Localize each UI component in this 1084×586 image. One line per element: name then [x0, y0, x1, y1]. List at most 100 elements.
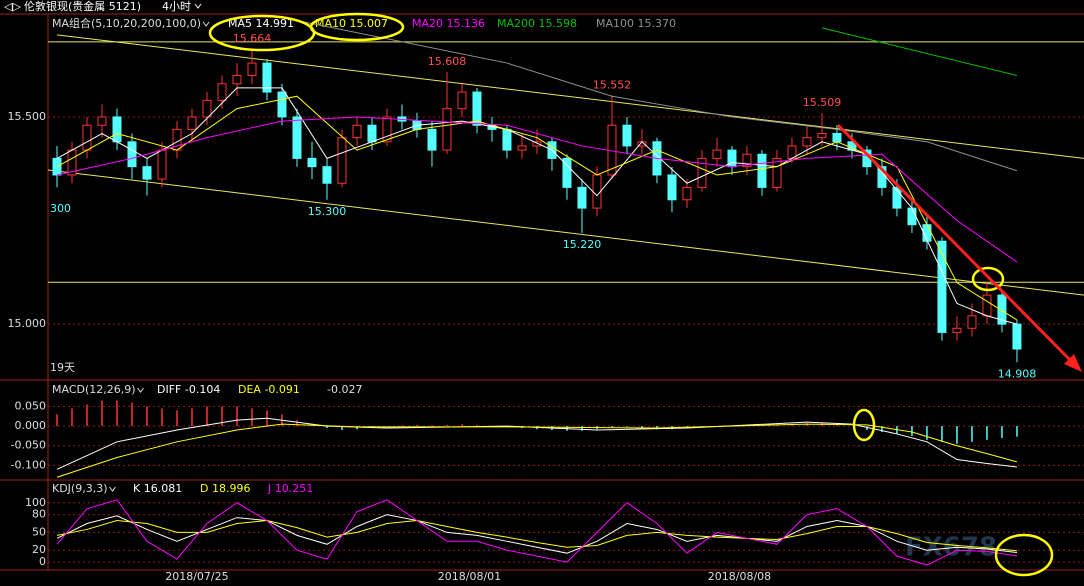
x-tick-label: 2018/08/01 — [438, 570, 501, 583]
candle-body — [217, 83, 227, 101]
title-chevron — [202, 21, 210, 27]
candle-body — [532, 141, 542, 147]
y-tick-label: 0 — [39, 555, 46, 568]
candle-body — [382, 116, 392, 143]
candle-body — [577, 186, 587, 209]
candle-body — [667, 174, 677, 201]
title-chevron — [109, 486, 116, 492]
indicator-title: KDJ(9,3,3) — [52, 482, 108, 495]
candle-body — [442, 108, 452, 151]
indicator-title: MA组合(5,10,20,200,100,0) — [52, 16, 201, 30]
candle-body — [772, 157, 782, 188]
candle-body — [907, 207, 917, 226]
price-annotation: 15.552 — [593, 78, 632, 91]
series-line — [56, 499, 1018, 566]
x-tick-label: 2018/08/08 — [708, 570, 771, 583]
candle-body — [202, 99, 212, 118]
y-tick-label: 100 — [25, 496, 46, 509]
price-annotation: 14.908 — [998, 367, 1037, 380]
candle-body — [262, 62, 272, 93]
candle-body — [142, 166, 152, 180]
candle-body — [562, 157, 572, 188]
legend-entry: D 18.996 — [200, 482, 250, 495]
highlight-ellipse — [852, 408, 876, 442]
y-tick-label: 80 — [32, 508, 46, 521]
candle-body — [322, 166, 332, 184]
series-line — [56, 520, 1018, 552]
highlight-ellipse — [994, 533, 1054, 577]
price-annotation: 15.509 — [803, 96, 842, 109]
trend-arrow — [836, 123, 1077, 367]
price-annotation: 15.608 — [428, 55, 467, 68]
candle-body — [367, 124, 377, 143]
y-tick-label: -0.050 — [11, 439, 46, 452]
annotations-layer — [208, 12, 1082, 577]
y-tick-label: 20 — [32, 543, 46, 556]
candle-body — [622, 124, 632, 147]
candle-body — [712, 149, 722, 159]
price-annotation: 15.220 — [563, 238, 602, 251]
legend-entry: J 10.251 — [267, 482, 313, 495]
candle-body — [952, 327, 962, 333]
candle-body — [247, 62, 257, 76]
candle-body — [112, 116, 122, 143]
candle-body — [292, 116, 302, 159]
indicator-title: MACD(12,26,9) — [52, 383, 136, 396]
legend-entry: K 16.081 — [133, 482, 182, 495]
candle-body — [502, 128, 512, 151]
highlight-ellipse — [971, 266, 1005, 292]
candle-body — [277, 91, 287, 118]
candle-body — [157, 149, 167, 180]
series-line — [56, 95, 1018, 321]
series-line — [56, 514, 1018, 554]
legend-entry: MA100 15.370 — [596, 17, 676, 30]
candle-body — [757, 153, 767, 188]
y-tick-label: 15.000 — [8, 317, 47, 330]
title-chevron — [137, 387, 144, 393]
candle-body — [937, 240, 947, 333]
series-line — [56, 417, 1018, 470]
trend-line — [47, 169, 1084, 296]
y-tick-label: 15.500 — [8, 110, 47, 123]
trend-arrowhead — [1064, 354, 1082, 372]
legend-entry: MA20 15.136 — [412, 17, 485, 30]
y-tick-label: 0.050 — [15, 399, 47, 412]
legend-entry: MA5 14.991 — [228, 17, 294, 30]
candle-body — [352, 124, 362, 139]
candle-body — [697, 157, 707, 188]
nav-arrows[interactable]: ◁▷ — [4, 0, 21, 13]
candle-body — [892, 186, 902, 209]
y-tick-label: 50 — [32, 525, 46, 538]
series-line — [281, 16, 1018, 172]
candle-body — [592, 174, 602, 209]
candle-body — [802, 137, 812, 147]
y-tick-label: 0.000 — [15, 419, 47, 432]
legend-entry: MA200 15.598 — [497, 17, 577, 30]
candle-body — [817, 133, 827, 139]
candle-body — [187, 116, 197, 130]
period[interactable]: 4小时 — [162, 0, 191, 13]
legend-entry: MA10 15.007 — [315, 17, 388, 30]
candle-body — [832, 133, 842, 143]
legend-entry: DIFF -0.104 — [157, 383, 220, 396]
edge-label: 300 — [50, 202, 71, 215]
x-tick-label: 2018/07/25 — [165, 570, 228, 583]
symbol: 伦敦银现(贵金属 5121) — [24, 0, 141, 13]
candle-body — [337, 137, 347, 184]
candle-body — [427, 128, 437, 151]
candle-body — [997, 294, 1007, 325]
series-line — [56, 87, 1018, 325]
candle-body — [97, 116, 107, 126]
candle-body — [742, 153, 752, 168]
highlight-ellipse — [309, 12, 405, 42]
series-line — [56, 423, 1018, 478]
series-line — [821, 27, 1018, 76]
period-chevron[interactable] — [194, 3, 202, 9]
trend-line — [56, 34, 1084, 159]
candle-body — [982, 294, 992, 317]
candle-body — [967, 315, 977, 329]
note: 19天 — [50, 361, 75, 374]
legend-entry: -0.027 — [327, 383, 362, 396]
y-tick-label: -0.100 — [11, 458, 46, 471]
